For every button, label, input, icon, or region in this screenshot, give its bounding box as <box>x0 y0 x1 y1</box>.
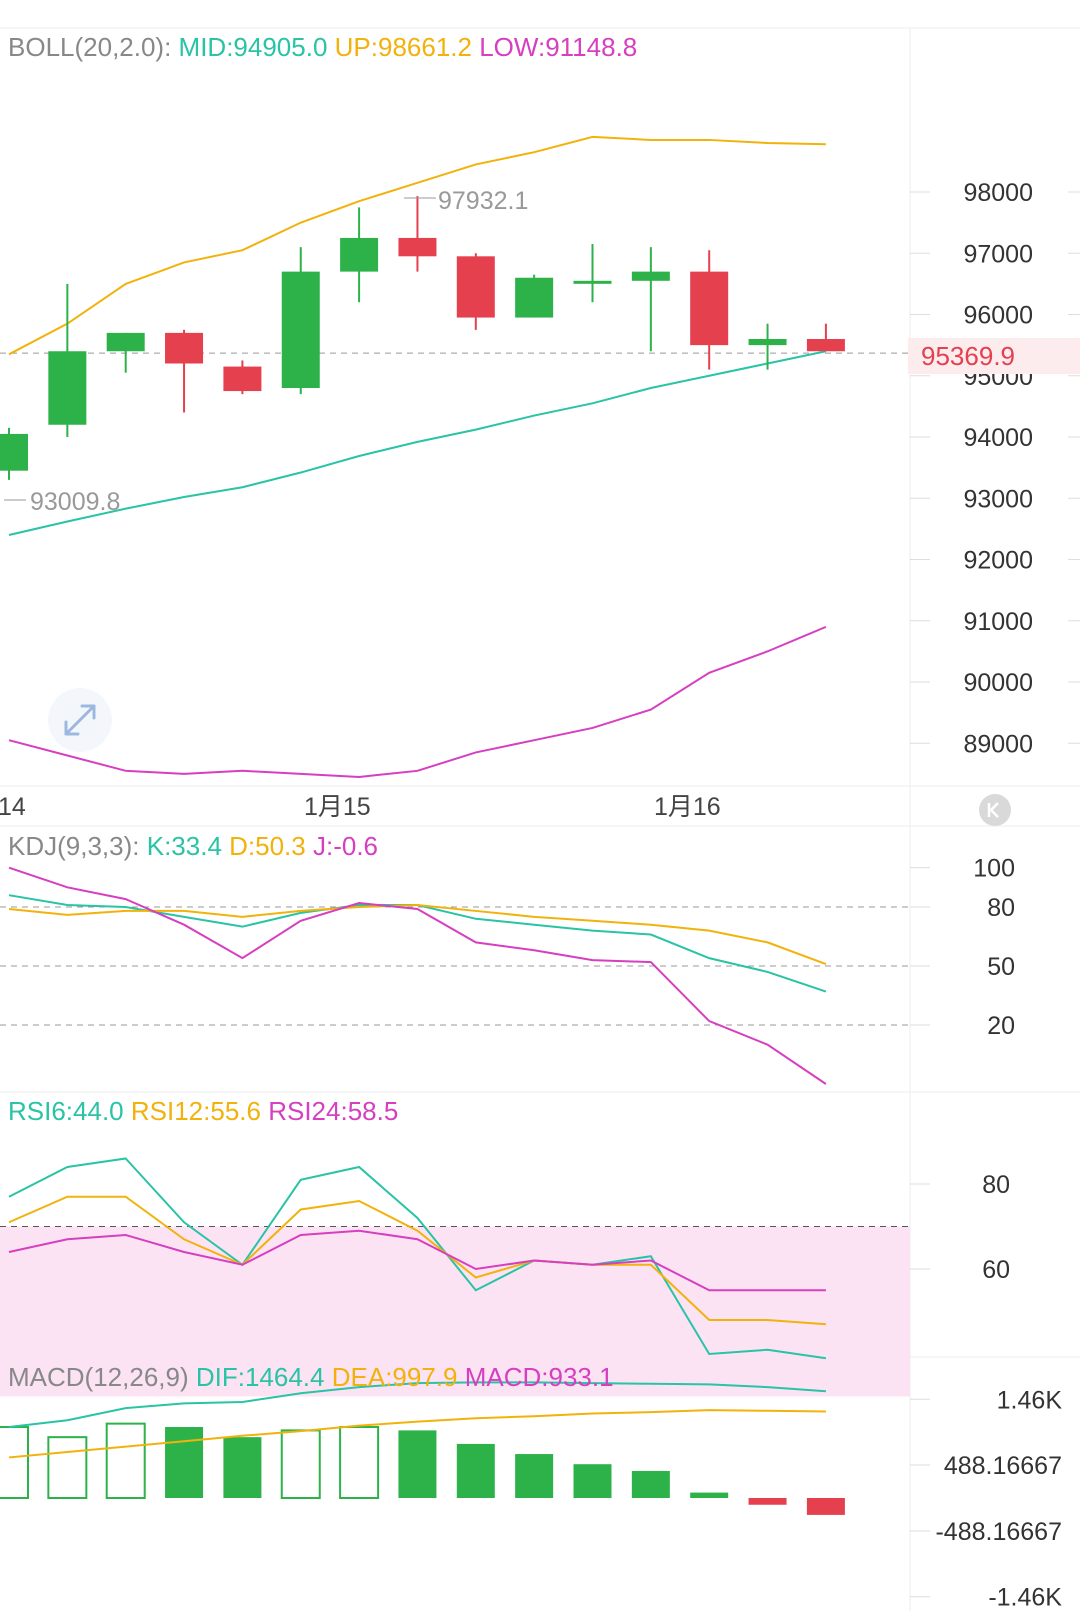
boll-mid-value: MID:94905.0 <box>179 32 328 62</box>
boll-low-value: LOW:91148.8 <box>479 32 637 62</box>
expand-icon[interactable] <box>48 688 112 752</box>
rsi12-value: RSI12:55.6 <box>131 1096 261 1126</box>
macd-histogram-bar <box>165 1427 204 1498</box>
candle-body <box>631 271 670 281</box>
macd-header: MACD(12,26,9) DIF:1464.4 DEA:997.9 MACD:… <box>8 1362 614 1392</box>
boll-ytick-label: 92000 <box>963 547 1033 575</box>
kdj-ytick-label: 80 <box>987 894 1015 922</box>
date-label-jan15: 1月15 <box>304 793 371 821</box>
macd-histogram-bar <box>0 1426 29 1499</box>
date-label-14: 14 <box>0 793 26 821</box>
boll-title: BOLL(20,2.0): <box>8 32 171 62</box>
candle-body <box>165 332 204 364</box>
macd-ytick-label: -1.46K <box>988 1584 1062 1611</box>
macd-histogram-bar <box>223 1437 262 1498</box>
macd-histogram-bar <box>398 1430 437 1498</box>
macd-dea-value: DEA:997.9 <box>332 1362 458 1392</box>
candle-body <box>281 271 320 388</box>
kdj-header: KDJ(9,3,3): K:33.4 D:50.3 J:-0.6 <box>8 831 378 861</box>
kdj-j-line <box>8 866 827 1085</box>
macd-histogram-bar <box>47 1436 88 1500</box>
kdj-title: KDJ(9,3,3): <box>8 831 140 861</box>
boll-ytick-label: 93000 <box>963 485 1033 513</box>
candle-body <box>748 339 787 346</box>
rsi-band-fill <box>0 1226 910 1397</box>
boll-ytick-label: 94000 <box>963 424 1033 452</box>
macd-title: MACD(12,26,9) <box>8 1362 189 1392</box>
boll-upper-line <box>8 135 826 356</box>
macd-histogram-bar <box>748 1498 787 1505</box>
candle-body <box>456 256 495 318</box>
date-label-jan16: 1月16 <box>654 793 721 821</box>
scroll-to-start-icon[interactable] <box>979 794 1011 826</box>
boll-panel: 9800097000960009500094000930009200091000… <box>0 135 1080 778</box>
boll-lower-line <box>8 625 827 778</box>
candle-body <box>223 366 262 392</box>
kdj-j-value: J:-0.6 <box>313 831 378 861</box>
kdj-d-value: D:50.3 <box>229 831 306 861</box>
macd-ytick-label: 1.46K <box>997 1386 1063 1414</box>
macd-histogram-bar <box>456 1443 495 1498</box>
rsi6-value: RSI6:44.0 <box>8 1096 124 1126</box>
macd-dea-line <box>8 1409 826 1459</box>
last-price-label: 95369.9 <box>921 341 1015 371</box>
boll-mid-line <box>8 350 827 536</box>
macd-histogram-bar <box>573 1464 612 1498</box>
kdj-ytick-label: 50 <box>987 953 1015 981</box>
candle-body <box>106 332 145 352</box>
kdj-panel: 100 80 50 20 <box>0 855 1015 1085</box>
boll-ytick-label: 96000 <box>963 302 1033 330</box>
rsi-ytick-label: 80 <box>982 1171 1010 1199</box>
low-price-label: 93009.8 <box>30 488 120 516</box>
candle-body <box>0 433 28 471</box>
rsi24-value: RSI24:58.5 <box>268 1096 398 1126</box>
candle-body <box>515 277 554 318</box>
boll-ytick-label: 90000 <box>963 669 1033 697</box>
macd-panel: 1.46K 488.16667 -488.16667 -1.46K <box>0 1381 1063 1611</box>
candle-body <box>806 339 845 352</box>
macd-histogram-bar <box>280 1429 321 1500</box>
high-price-label: 97932.1 <box>438 187 528 215</box>
last-price-tag <box>908 338 1080 374</box>
rsi-header: RSI6:44.0 RSI12:55.6 RSI24:58.5 <box>8 1096 398 1126</box>
rsi12-line <box>8 1195 826 1326</box>
macd-histogram-bar <box>105 1422 146 1499</box>
macd-dif-line <box>8 1381 826 1429</box>
boll-ytick-label: 89000 <box>963 730 1033 758</box>
candle-body <box>340 237 379 272</box>
macd-histogram-bar <box>631 1470 670 1498</box>
macd-hist-value: MACD:933.1 <box>465 1362 614 1392</box>
macd-histogram-bar <box>515 1454 554 1498</box>
boll-ytick-label: 97000 <box>963 240 1033 268</box>
rsi24-line <box>8 1229 826 1292</box>
macd-histogram-bar <box>339 1426 380 1499</box>
kdj-d-line <box>8 904 827 965</box>
boll-up-value: UP:98661.2 <box>335 32 472 62</box>
boll-ytick-label: 91000 <box>963 608 1033 636</box>
macd-dif-value: DIF:1464.4 <box>196 1362 325 1392</box>
kdj-ytick-label: 20 <box>987 1012 1015 1040</box>
macd-histogram-bar <box>806 1498 845 1515</box>
macd-histogram-bar <box>690 1492 729 1498</box>
boll-ytick-label: 98000 <box>963 179 1033 207</box>
rsi6-line <box>8 1157 827 1360</box>
candle-body <box>398 237 437 257</box>
candle-body <box>573 280 612 284</box>
macd-ytick-label: -488.16667 <box>935 1518 1062 1546</box>
boll-header: BOLL(20,2.0): MID:94905.0 UP:98661.2 LOW… <box>8 32 637 62</box>
macd-ytick-label: 488.16667 <box>944 1452 1062 1480</box>
kdj-ytick-label: 100 <box>973 855 1015 883</box>
candle-body <box>48 351 87 425</box>
rsi-panel: 80 60 <box>0 1157 1010 1397</box>
candle-body <box>690 271 729 346</box>
rsi-ytick-label: 60 <box>982 1256 1010 1284</box>
kdj-k-value: K:33.4 <box>147 831 222 861</box>
